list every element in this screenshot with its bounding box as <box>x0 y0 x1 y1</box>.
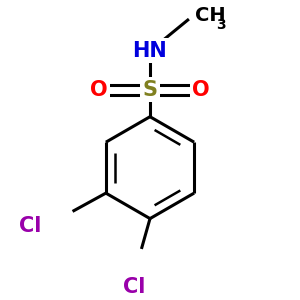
Text: O: O <box>192 80 210 100</box>
Text: Cl: Cl <box>20 216 42 236</box>
Text: HN: HN <box>133 41 167 61</box>
Text: S: S <box>142 80 158 100</box>
Text: O: O <box>90 80 108 100</box>
Text: Cl: Cl <box>123 277 146 297</box>
Text: CH: CH <box>195 6 225 25</box>
Text: 3: 3 <box>216 18 225 32</box>
